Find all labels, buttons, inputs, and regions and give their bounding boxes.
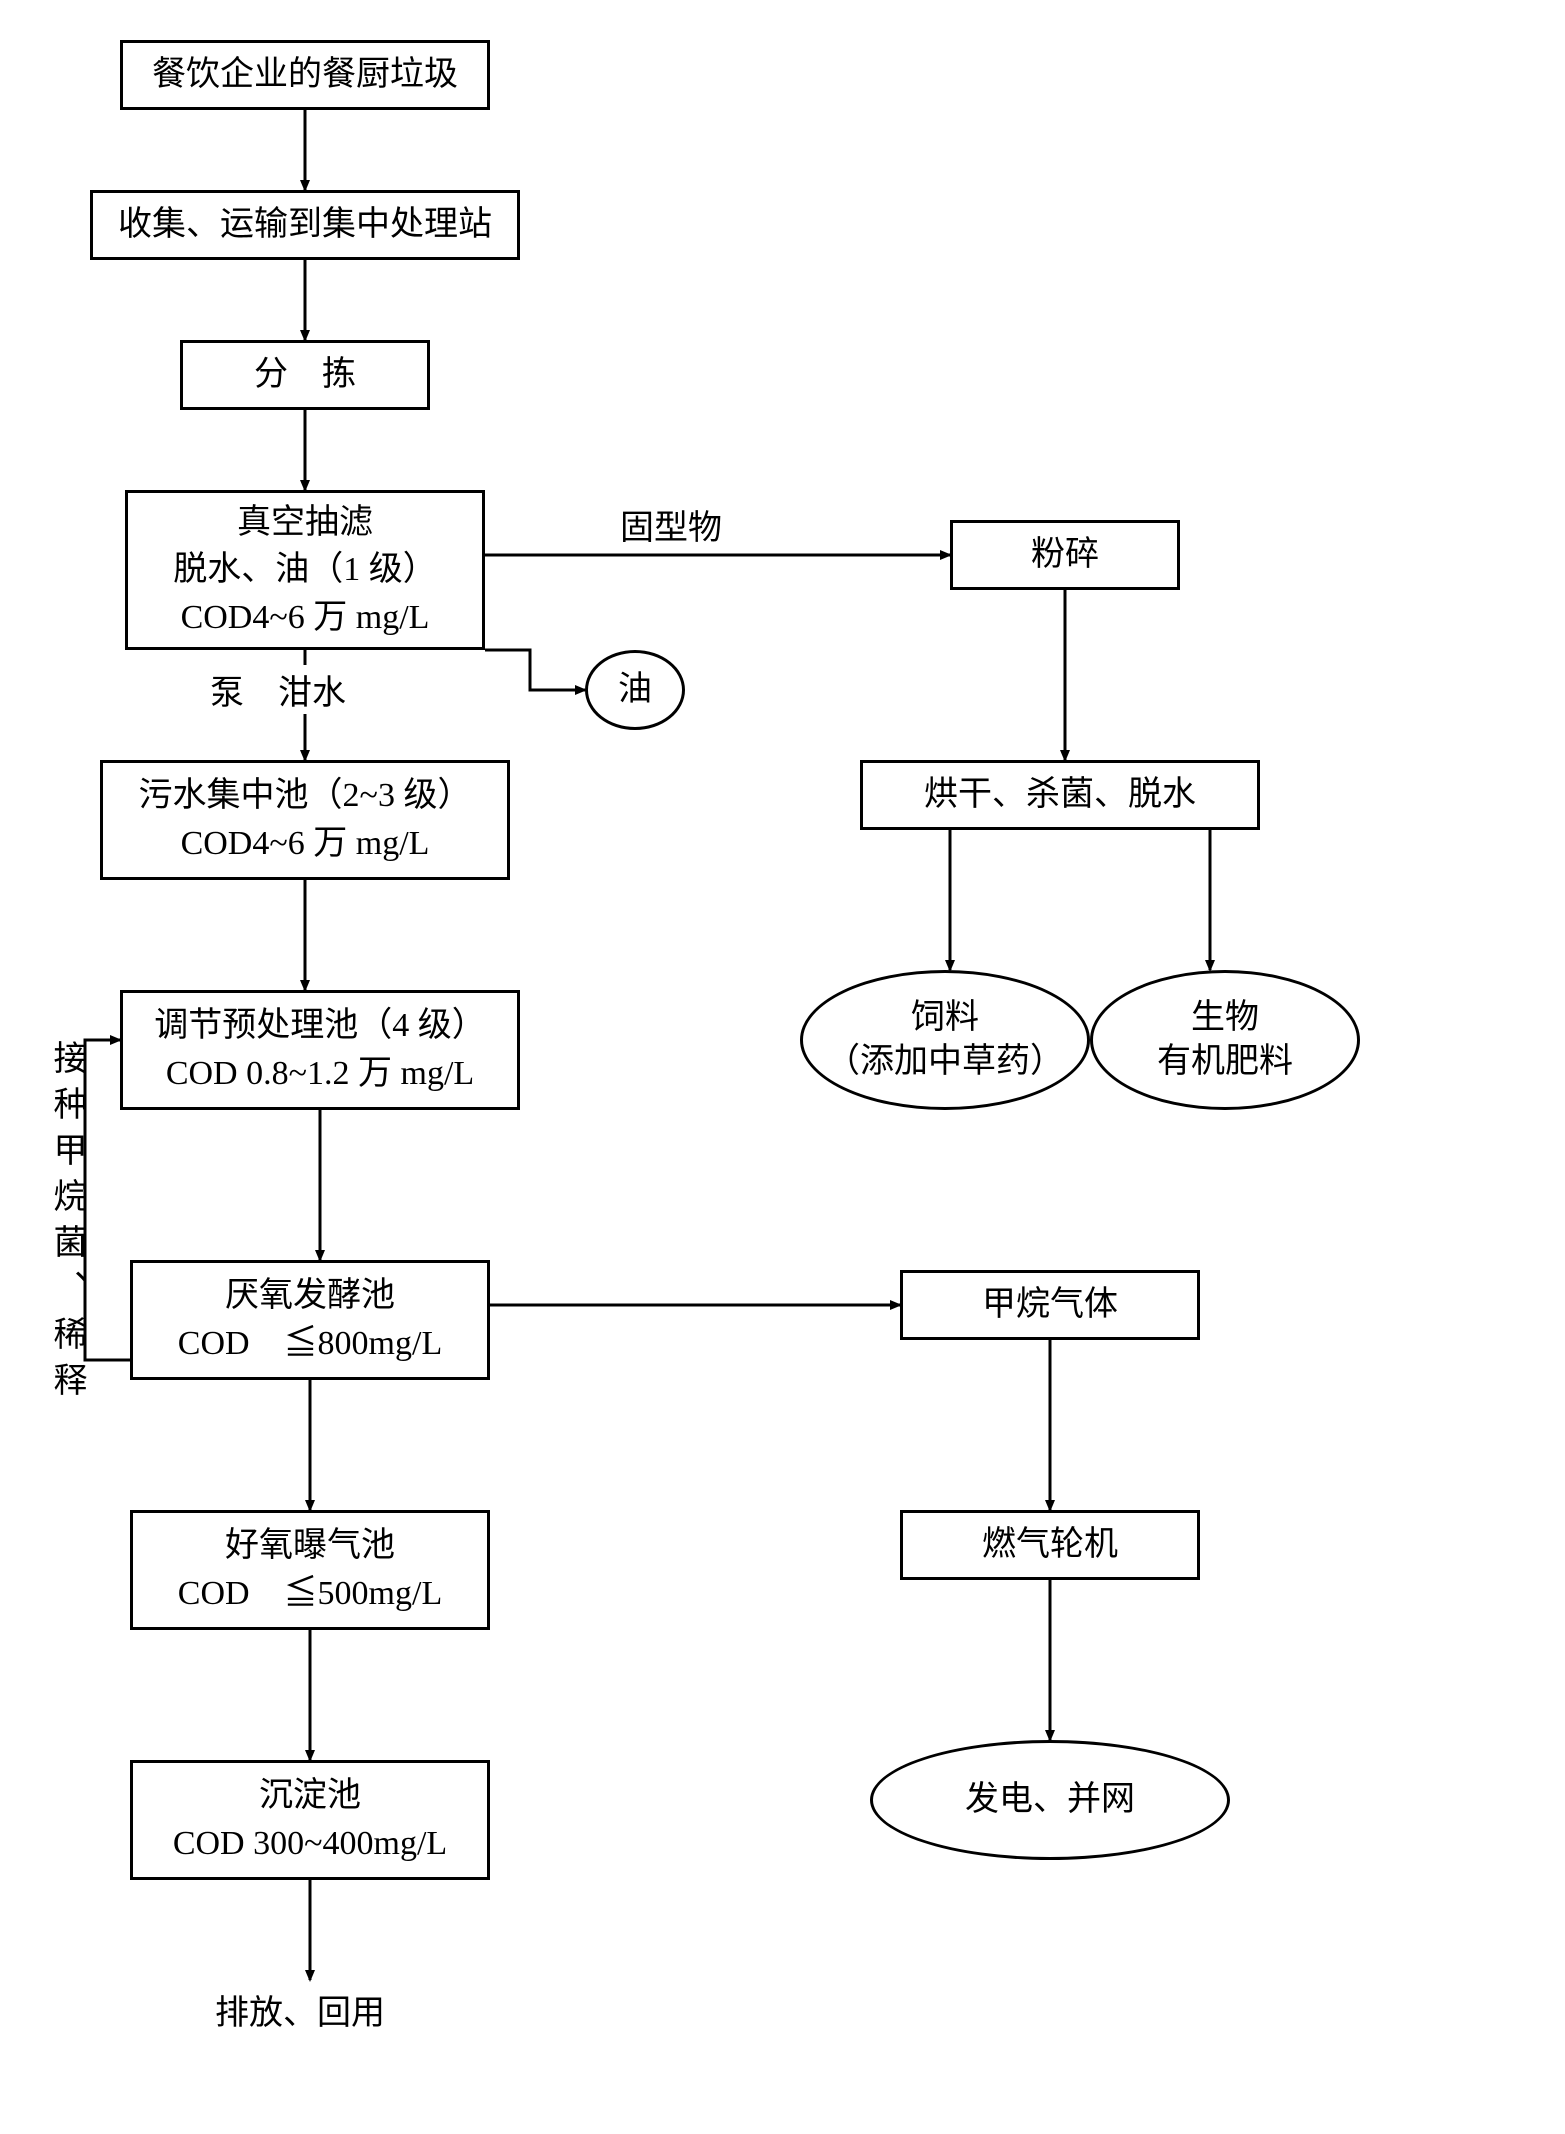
node-n5: 污水集中池（2~3 级）COD4~6 万 mg/L [100, 760, 510, 880]
node-text: 收集、运输到集中处理站 [118, 201, 492, 249]
node-n2: 收集、运输到集中处理站 [90, 190, 520, 260]
node-text: 生物 [1191, 996, 1259, 1040]
node-text: 油 [618, 668, 652, 712]
node-n12: 饲料（添加中草药） [800, 970, 1090, 1110]
node-oil: 油 [585, 650, 685, 730]
label-bottom: 排放、回用 [215, 1985, 385, 2034]
node-text: COD4~6 万 mg/L [181, 594, 430, 642]
node-text: 发电、并网 [965, 1778, 1135, 1822]
node-n11: 烘干、杀菌、脱水 [860, 760, 1260, 830]
node-text: 好氧曝气池 [225, 1522, 395, 1570]
node-text: （添加中草药） [826, 1040, 1064, 1084]
node-n10: 粉碎 [950, 520, 1180, 590]
node-n7: 厌氧发酵池COD ≦800mg/L [130, 1260, 490, 1380]
node-text: COD 0.8~1.2 万 mg/L [166, 1050, 474, 1098]
node-n8: 好氧曝气池COD ≦500mg/L [130, 1510, 490, 1630]
node-text: 污水集中池（2~3 级） [139, 772, 472, 820]
node-text: 粉碎 [1031, 531, 1099, 579]
node-n3: 分 拣 [180, 340, 430, 410]
node-n6: 调节预处理池（4 级）COD 0.8~1.2 万 mg/L [120, 990, 520, 1110]
node-text: COD 300~400mg/L [173, 1820, 447, 1868]
node-text: 真空抽滤 [237, 499, 373, 547]
node-n14: 甲烷气体 [900, 1270, 1200, 1340]
node-text: 调节预处理池（4 级） [154, 1002, 486, 1050]
node-n9: 沉淀池COD 300~400mg/L [130, 1760, 490, 1880]
node-text: 饲料 [911, 996, 979, 1040]
node-text: COD ≦800mg/L [178, 1320, 442, 1368]
label-vertical: 接种甲烷菌、稀释 [42, 1040, 91, 1408]
label-solid: 固型物 [620, 500, 722, 549]
node-text: 沉淀池 [259, 1772, 361, 1820]
node-text: 脱水、油（1 级） [173, 546, 437, 594]
node-text: 有机肥料 [1157, 1040, 1293, 1084]
node-text: 烘干、杀菌、脱水 [924, 771, 1196, 819]
node-text: 厌氧发酵池 [225, 1272, 395, 1320]
node-text: 燃气轮机 [982, 1521, 1118, 1569]
node-text: 甲烷气体 [982, 1281, 1118, 1329]
node-n15: 燃气轮机 [900, 1510, 1200, 1580]
node-text: COD ≦500mg/L [178, 1570, 442, 1618]
node-text: 餐饮企业的餐厨垃圾 [152, 51, 458, 99]
flowchart-container: 餐饮企业的餐厨垃圾收集、运输到集中处理站分 拣真空抽滤脱水、油（1 级）COD4… [30, 40, 1530, 2090]
label-pump: 泵 泔水 [210, 665, 346, 714]
node-text: 分 拣 [254, 351, 356, 399]
node-n16: 发电、并网 [870, 1740, 1230, 1860]
node-n1: 餐饮企业的餐厨垃圾 [120, 40, 490, 110]
node-text: COD4~6 万 mg/L [181, 820, 430, 868]
node-n13: 生物有机肥料 [1090, 970, 1360, 1110]
node-n4: 真空抽滤脱水、油（1 级）COD4~6 万 mg/L [125, 490, 485, 650]
